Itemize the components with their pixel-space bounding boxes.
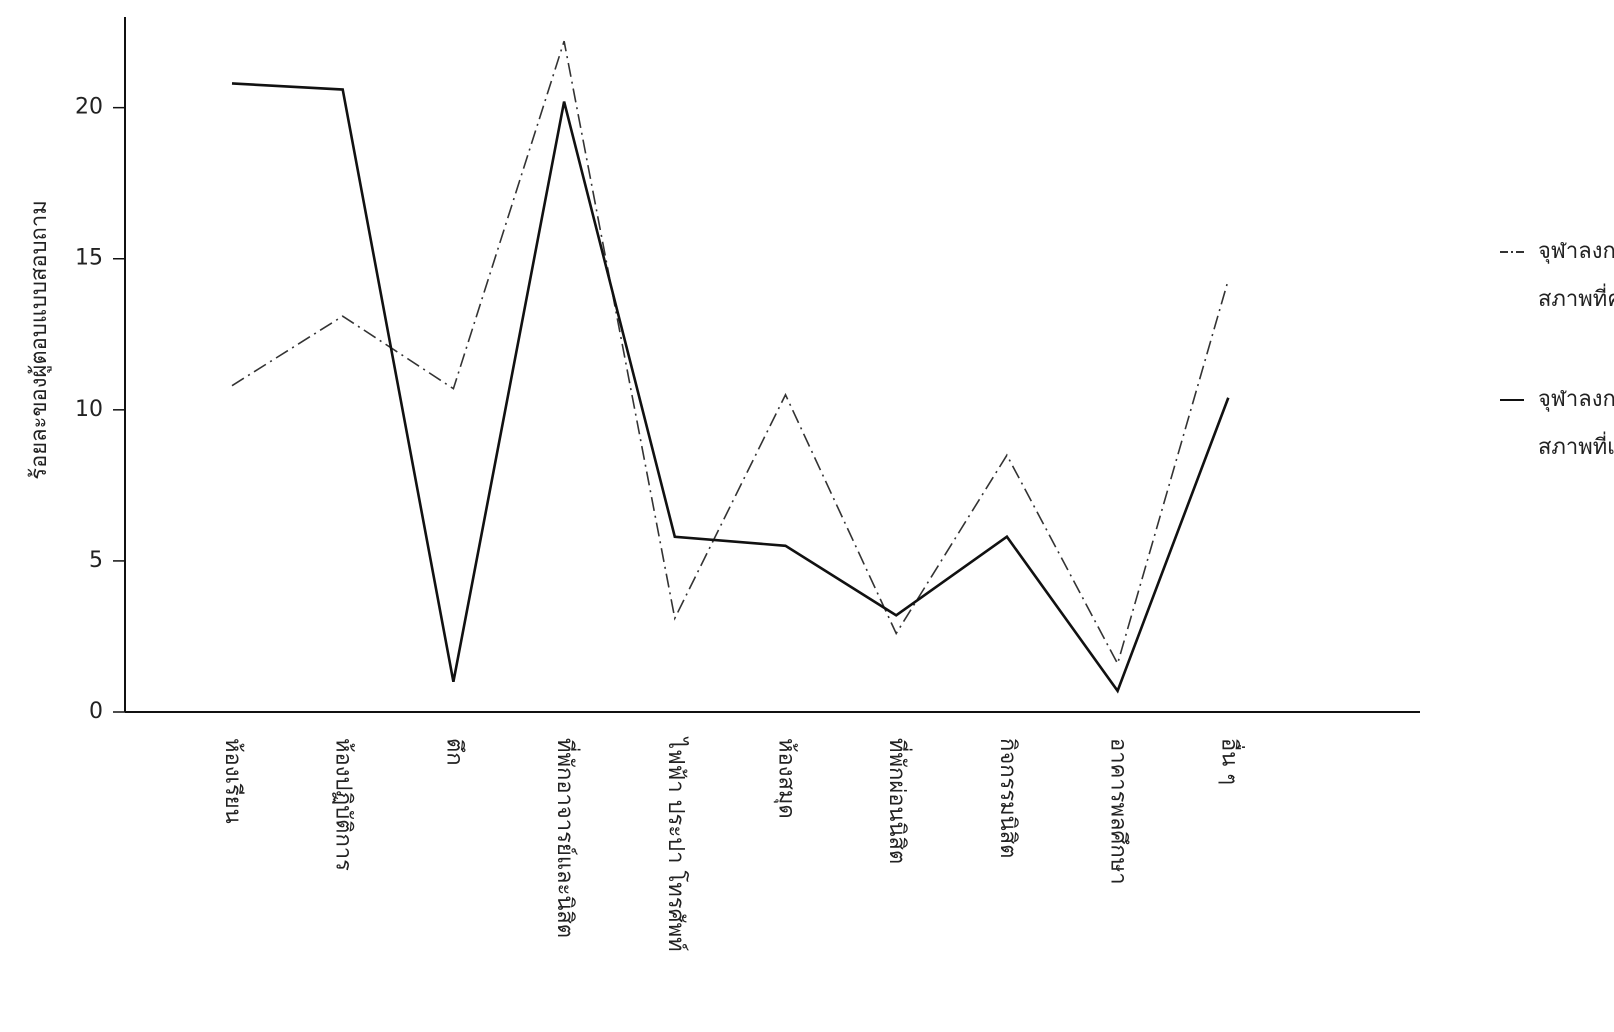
- y-tick-label: 5: [89, 548, 103, 573]
- x-tick-label: ที่พักผ่อนนิสิต: [884, 738, 913, 864]
- line-series: [231, 82, 1230, 694]
- x-tick-label: ตึก: [441, 738, 466, 766]
- x-tick-label: กิจกรรมนิสิต: [995, 738, 1020, 858]
- x-tick-label: อาคารพลศึกษา: [1106, 738, 1131, 885]
- y-tick-label: 15: [75, 246, 103, 271]
- legend-label: สภาพที่ควรจะเป็น: [1538, 283, 1614, 312]
- legend-label: สภาพที่เป็นจริง: [1538, 431, 1614, 460]
- y-tick-label: 20: [75, 95, 103, 120]
- legend-label: จุฬาลงกรณ์มหาวิทยาลัย: [1538, 387, 1614, 412]
- legend-label: จุฬาลงกรณ์มหาวิทยาลัย: [1538, 239, 1614, 264]
- y-axis-label: ร้อยละของผู้ตอบแบบสอบถาม: [27, 200, 52, 479]
- y-tick-label: 0: [89, 699, 103, 724]
- x-tick-label: ที่พักอาจารย์และนิสิต: [552, 738, 581, 938]
- line-series: [231, 40, 1230, 666]
- x-tick-label: อื่น ๆ: [1216, 738, 1245, 785]
- x-tick-label: ห้องปฏิบัติการ: [331, 738, 356, 871]
- x-tick-label: ห้องสมุด: [774, 738, 799, 819]
- y-tick-label: 10: [75, 397, 103, 422]
- x-tick-label: ไฟฟ้า ประปา โทรศัพท์: [663, 736, 689, 952]
- x-tick-label: ห้องเรียน: [220, 738, 245, 824]
